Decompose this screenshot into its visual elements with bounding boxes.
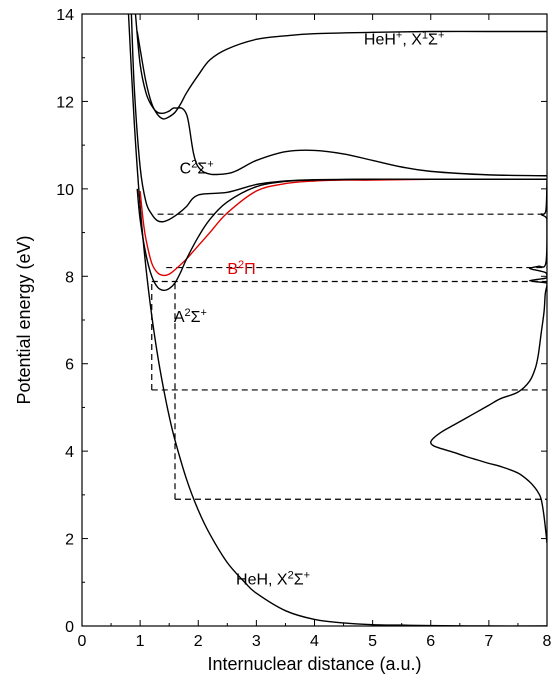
y-tick-label: 14 — [56, 7, 74, 24]
curve-a2s-lower — [136, 178, 547, 292]
curve-b2p — [139, 178, 547, 277]
x-axis-title: Internuclear distance (a.u.) — [207, 654, 421, 674]
y-tick-label: 10 — [56, 182, 74, 199]
x-tick-label: 6 — [426, 633, 435, 650]
y-tick-label: 0 — [65, 619, 74, 636]
x-tick-label: 8 — [543, 633, 552, 650]
label-b2p: B2Π — [227, 259, 255, 278]
x-tick-label: 3 — [252, 633, 261, 650]
x-tick-label: 7 — [484, 633, 493, 650]
label-c2s: C2Σ+ — [180, 159, 214, 178]
y-tick-label: 6 — [65, 357, 74, 374]
x-tick-label: 0 — [78, 633, 87, 650]
curve-a2s — [130, 14, 547, 223]
y-axis-title: Potential energy (eV) — [14, 235, 34, 404]
curve-hehp-x1s — [136, 30, 547, 120]
y-tick-label: 12 — [56, 94, 74, 111]
label-heh: HeH, X2Σ+ — [236, 569, 310, 588]
curve-c2s — [134, 14, 547, 177]
y-tick-label: 2 — [65, 532, 74, 549]
reference-lines — [151, 213, 547, 500]
curve-x-ground — [127, 14, 547, 626]
curve-labels: HeH+, X1Σ+ C2Σ+ B2Π A2Σ+ HeH, X2Σ+ — [174, 30, 445, 589]
x-tick-label: 5 — [368, 633, 377, 650]
label-hehp: HeH+, X1Σ+ — [364, 30, 444, 49]
y-tick-label: 8 — [65, 269, 74, 286]
curves — [127, 14, 547, 626]
x-tick-label: 2 — [194, 633, 203, 650]
x-tick-label: 4 — [310, 633, 319, 650]
y-tick-label: 4 — [65, 444, 74, 461]
curve-spectrum — [430, 180, 547, 544]
axes — [81, 13, 548, 627]
label-a2s: A2Σ+ — [174, 307, 207, 326]
x-tick-label: 1 — [136, 633, 145, 650]
